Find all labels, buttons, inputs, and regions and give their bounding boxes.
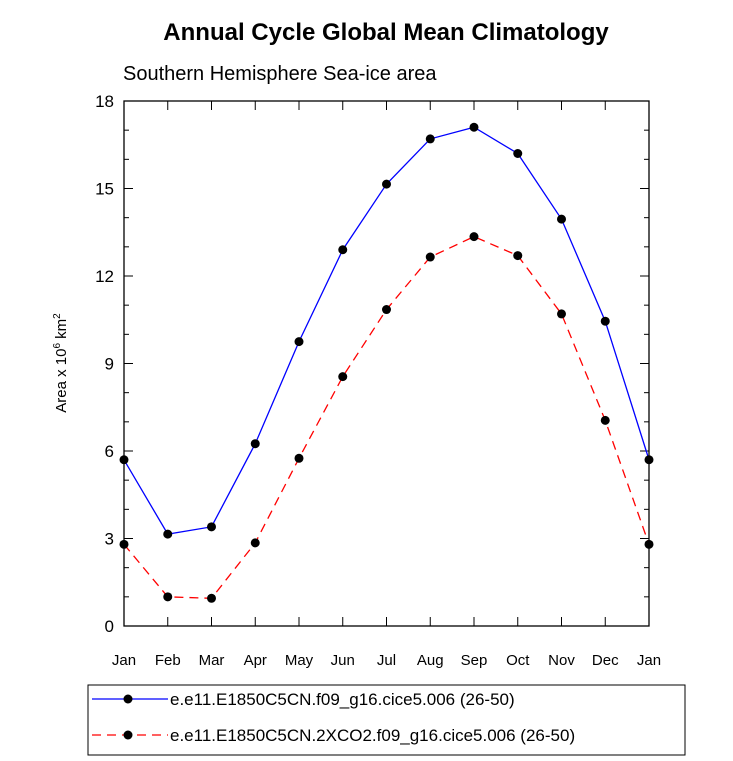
y-axis-label-unit-exponent: 2 xyxy=(52,313,63,319)
y-tick-label: 3 xyxy=(105,530,114,549)
legend-marker-2 xyxy=(123,730,133,740)
data-point xyxy=(513,251,523,261)
data-point xyxy=(644,455,654,465)
x-tick-label: May xyxy=(285,652,314,669)
x-tick-label: Feb xyxy=(155,652,181,669)
x-tick-label: Nov xyxy=(548,652,575,669)
data-point xyxy=(338,372,348,382)
data-point xyxy=(469,122,479,132)
data-point xyxy=(557,309,566,319)
data-point xyxy=(600,316,610,326)
chart-title: Annual Cycle Global Mean Climatology xyxy=(163,19,609,46)
y-tick-label: 15 xyxy=(95,180,114,199)
x-tick-label: Oct xyxy=(506,652,530,669)
y-axis-label-unit: km xyxy=(53,319,70,343)
x-tick-label: Jan xyxy=(637,652,661,669)
data-point xyxy=(425,252,435,262)
data-point xyxy=(250,439,260,449)
x-tick-label: Sep xyxy=(461,652,488,669)
data-point xyxy=(644,539,654,549)
data-point xyxy=(250,538,260,548)
x-tick-label: Mar xyxy=(199,652,225,669)
x-tick-label: Jun xyxy=(331,652,355,669)
y-axis-label-exponent: 6 xyxy=(52,343,63,349)
data-point xyxy=(338,245,348,255)
data-point xyxy=(382,179,391,189)
legend-label-1: e.e11.E1850C5CN.f09_g16.cice5.006 (26-50… xyxy=(170,690,515,709)
data-point xyxy=(425,134,435,144)
x-tick-label: Aug xyxy=(417,652,444,669)
legend: e.e11.E1850C5CN.f09_g16.cice5.006 (26-50… xyxy=(87,684,686,756)
data-point xyxy=(469,232,479,242)
data-point xyxy=(513,149,523,158)
x-tick-label: Jul xyxy=(377,652,396,669)
y-tick-label: 12 xyxy=(95,267,114,286)
x-tick-label: Apr xyxy=(244,652,267,669)
data-point xyxy=(557,214,566,224)
y-tick-label: 9 xyxy=(105,355,114,374)
data-point xyxy=(207,522,216,532)
data-point xyxy=(294,337,304,347)
data-point xyxy=(119,539,129,549)
data-point xyxy=(382,305,391,315)
x-tick-label: Dec xyxy=(592,652,619,669)
data-point xyxy=(207,593,216,603)
data-point xyxy=(600,415,610,425)
data-point xyxy=(294,453,304,463)
y-tick-label: 0 xyxy=(105,617,114,636)
legend-box xyxy=(87,684,686,756)
y-axis-label: Area x 106 km2 xyxy=(52,313,70,413)
plot-area: 0 3 6 9 12 15 18 Jan Feb Mar Apr May Jun Jul Aug Sep Oct… xyxy=(95,92,661,669)
legend-label-2: e.e11.E1850C5CN.2XCO2.f09_g16.cice5.006 … xyxy=(170,726,575,745)
data-point xyxy=(163,529,173,539)
y-tick-label: 6 xyxy=(105,442,114,461)
legend-marker-1 xyxy=(123,694,133,704)
y-axis-label-main: Area x 10 xyxy=(53,349,70,413)
chart-subtitle: Southern Hemisphere Sea-ice area xyxy=(123,63,437,85)
data-point xyxy=(119,455,129,465)
y-tick-label: 18 xyxy=(95,92,114,111)
series-line-2 xyxy=(123,235,650,599)
data-point xyxy=(163,592,173,602)
x-tick-label: Jan xyxy=(112,652,136,669)
